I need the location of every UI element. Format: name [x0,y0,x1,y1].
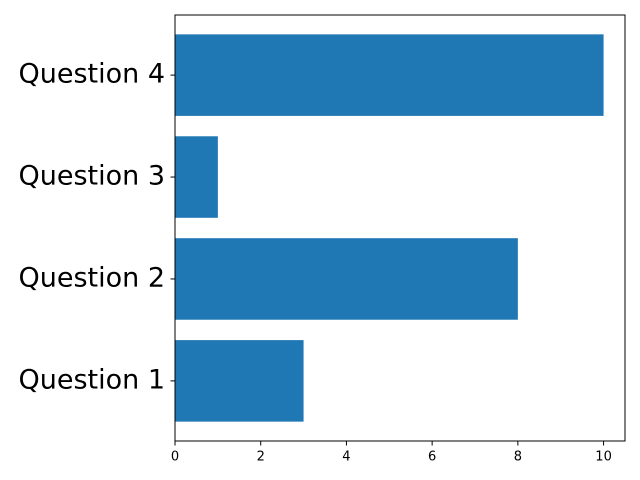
x-tick-label: 6 [428,450,436,465]
y-tick-label: Question 1 [18,364,165,395]
x-tick-label: 2 [257,450,265,465]
y-tick-label: Question 3 [18,161,165,192]
x-tick-label: 10 [595,450,612,465]
plot-frame [174,14,626,442]
x-tick-label: 8 [514,450,522,465]
x-tick-label: 0 [171,450,179,465]
x-tick-label: 4 [342,450,350,465]
y-tick-label: Question 2 [18,262,165,293]
bar [175,136,218,218]
bar [175,34,604,116]
bar [175,340,304,422]
bar [175,238,518,320]
y-tick-label: Question 4 [18,59,165,90]
